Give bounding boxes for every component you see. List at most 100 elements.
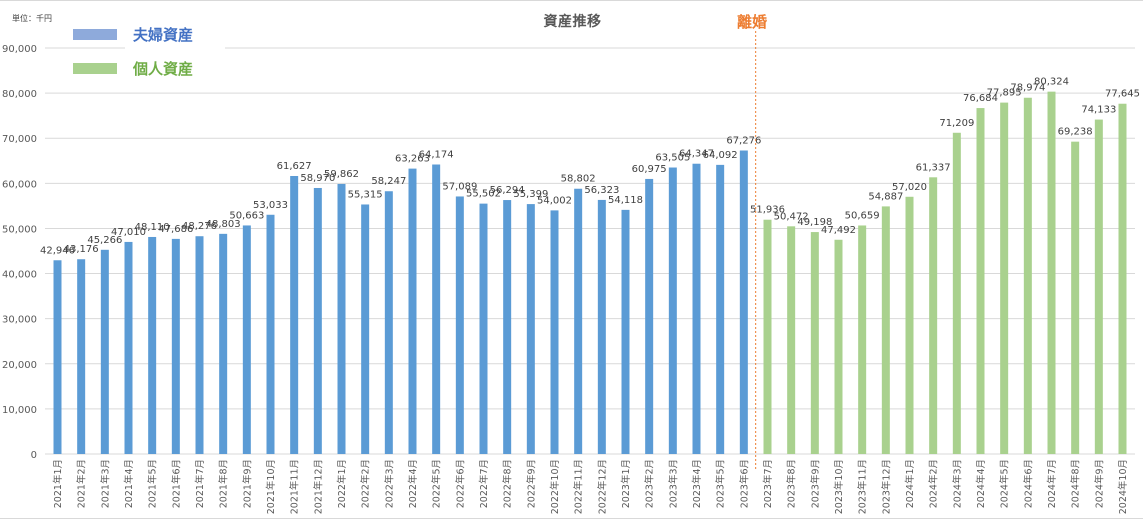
- x-tick-label: 2022年5月: [431, 459, 443, 508]
- bar: [219, 233, 228, 454]
- bar: [408, 168, 417, 454]
- data-label: 61,337: [916, 162, 951, 173]
- bar: [1118, 103, 1127, 455]
- data-label: 56,323: [584, 185, 619, 196]
- bar: [787, 226, 796, 454]
- x-tick-label: 2023年3月: [667, 459, 679, 508]
- data-label: 78,974: [1010, 83, 1045, 94]
- y-axis-ticks: 0 10,000 20,000 30,000 40,000 50,000 60,000 70,…: [2, 44, 37, 461]
- data-labels: 42,94643,17645,26647,01048,11047,68648,2…: [40, 77, 1140, 257]
- x-tick-label: 2022年3月: [383, 459, 395, 508]
- bar: [361, 204, 370, 454]
- bar: [53, 260, 62, 454]
- chart-frame-bottom-border: [0, 518, 1143, 519]
- bar: [645, 178, 654, 454]
- x-tick-label: 2022年7月: [478, 459, 490, 508]
- data-label: 74,133: [1081, 105, 1116, 116]
- bar: [432, 164, 441, 454]
- chart-title: 資産推移: [0, 11, 1143, 31]
- divorce-annotation-label: 離婚: [737, 13, 768, 31]
- x-tick-label: 2023年6月: [738, 459, 750, 508]
- bar: [100, 249, 109, 454]
- data-label: 48,803: [206, 219, 241, 230]
- x-tick-label: 2023年5月: [715, 459, 727, 508]
- bar: [881, 206, 890, 454]
- data-label: 50,659: [845, 210, 880, 221]
- x-tick-label: 2021年1月: [52, 459, 64, 508]
- bar: [905, 196, 914, 455]
- x-tick-label: 2024年3月: [951, 459, 963, 508]
- bar: [597, 199, 606, 454]
- data-label: 77,895: [987, 88, 1022, 99]
- chart-title-text: 資産推移: [543, 14, 602, 30]
- bar: [1047, 91, 1056, 455]
- legend-label-couple-assets: 夫婦資産: [133, 26, 194, 44]
- x-tick-label: 2021年2月: [76, 459, 88, 508]
- chart-frame-top-border: [0, 0, 1143, 1]
- data-label: 77,645: [1105, 89, 1140, 100]
- y-tick-label: 70,000: [2, 134, 37, 145]
- bar: [621, 209, 630, 454]
- x-tick-label: 2022年6月: [454, 459, 466, 508]
- unit-label: 単位：千円: [12, 14, 52, 23]
- bar: [124, 241, 133, 454]
- data-label: 80,324: [1034, 77, 1069, 88]
- data-label: 64,092: [703, 150, 738, 161]
- x-tick-label: 2022年2月: [360, 459, 372, 508]
- x-tick-label: 2023年10月: [833, 459, 845, 514]
- bar: [763, 219, 772, 454]
- data-label: 63,505: [655, 153, 690, 164]
- bar: [384, 191, 393, 454]
- x-tick-label: 2022年10月: [549, 459, 561, 514]
- y-tick-label: 80,000: [2, 89, 37, 100]
- data-label: 47,686: [158, 224, 193, 235]
- x-tick-label: 2023年8月: [786, 459, 798, 508]
- data-label: 54,002: [537, 195, 572, 206]
- x-tick-label: 2021年10月: [265, 459, 277, 514]
- x-tick-label: 2023年1月: [620, 459, 632, 508]
- bar: [739, 150, 748, 454]
- legend-swatch-personal-assets: [73, 63, 117, 74]
- data-label: 76,684: [963, 93, 998, 104]
- x-tick-label: 2022年12月: [596, 459, 608, 514]
- bar: [1071, 141, 1080, 455]
- data-label: 69,238: [1058, 127, 1093, 138]
- x-tick-label: 2022年4月: [407, 459, 419, 508]
- y-tick-label: 0: [31, 450, 37, 461]
- x-tick-label: 2021年4月: [123, 459, 135, 508]
- x-tick-label: 2024年1月: [904, 459, 916, 508]
- bar: [976, 108, 985, 455]
- bar: [337, 183, 346, 454]
- data-label: 50,472: [774, 211, 809, 222]
- x-tick-label: 2024年7月: [1046, 459, 1058, 508]
- y-tick-label: 20,000: [2, 360, 37, 371]
- data-label: 43,176: [64, 244, 99, 255]
- data-label: 42,946: [40, 245, 75, 256]
- x-tick-label: 2023年7月: [762, 459, 774, 508]
- bar: [550, 210, 559, 454]
- x-tick-label: 2024年6月: [1022, 459, 1034, 508]
- bar: [479, 203, 488, 454]
- data-label: 48,110: [135, 222, 170, 233]
- data-label: 53,033: [253, 200, 288, 211]
- data-label: 54,887: [868, 191, 903, 202]
- bar: [929, 177, 938, 454]
- y-tick-label: 10,000: [2, 405, 37, 416]
- data-label: 58,970: [300, 173, 335, 184]
- data-label: 58,247: [371, 176, 406, 187]
- x-tick-label: 2024年4月: [975, 459, 987, 508]
- x-tick-label: 2021年7月: [194, 459, 206, 508]
- bar: [1000, 102, 1009, 455]
- bar: [952, 132, 961, 454]
- bar: [266, 214, 275, 454]
- y-tick-label: 40,000: [2, 270, 37, 281]
- data-label: 54,118: [608, 195, 643, 206]
- data-label: 64,347: [679, 149, 714, 160]
- bar: [503, 200, 512, 454]
- x-tick-label: 2022年1月: [336, 459, 348, 508]
- x-tick-label: 2024年5月: [999, 459, 1011, 508]
- x-tick-label: 2023年11月: [857, 459, 869, 514]
- x-tick-label: 2021年5月: [147, 459, 159, 508]
- y-tick-label: 50,000: [2, 224, 37, 235]
- x-tick-label: 2022年11月: [573, 459, 585, 514]
